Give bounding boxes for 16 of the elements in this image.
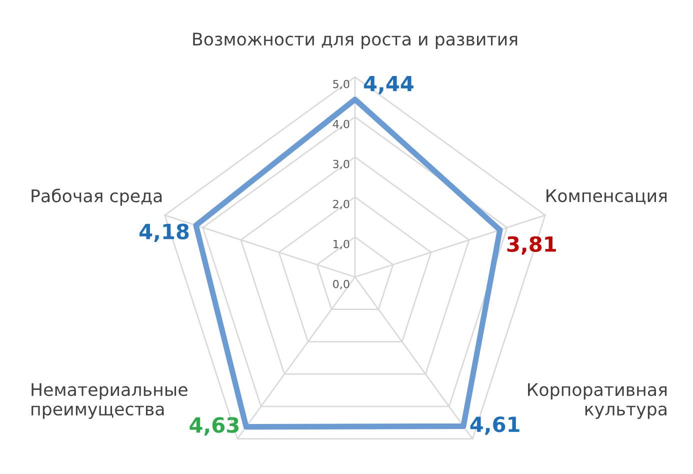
data-label: 4,18 <box>140 224 189 242</box>
spoke-label: Возможности для роста и развития <box>193 32 518 49</box>
y-tick-label: 4,0 <box>332 120 350 130</box>
data-label: 4,44 <box>364 76 414 94</box>
y-tick-label: 3,0 <box>333 160 350 170</box>
y-tick-label: 1,0 <box>334 240 350 250</box>
data-label: 3,81 <box>507 236 556 255</box>
data-label: 4,61 <box>470 416 520 435</box>
data-label: 4,63 <box>190 417 238 436</box>
spoke-label: Компенсация <box>546 189 667 204</box>
spoke-label: Рабочая среда <box>32 188 162 206</box>
spoke-label: Нематериальные преимущества <box>32 383 188 419</box>
y-tick-label: 2,0 <box>333 200 350 210</box>
y-tick-label: 5,0 <box>333 80 350 90</box>
spoke-label: Корпоративная культура <box>528 383 667 419</box>
y-tick-label: 0,0 <box>333 280 350 290</box>
